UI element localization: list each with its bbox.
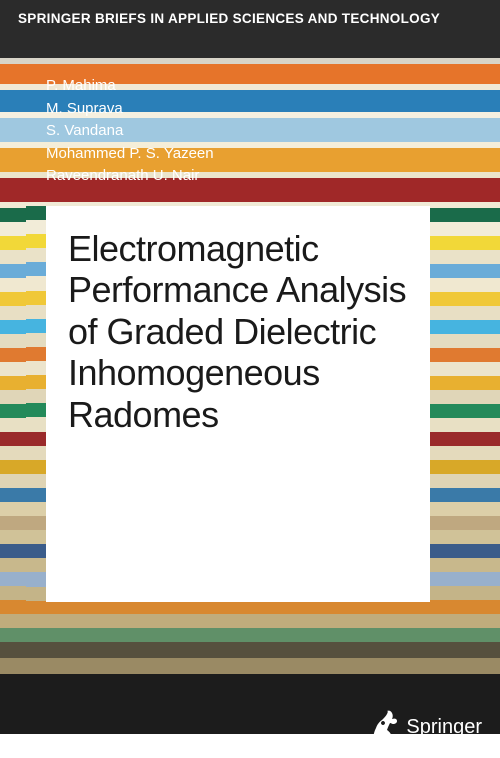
notch (26, 276, 46, 290)
notch (26, 530, 46, 544)
title-box-left-notches (26, 206, 46, 601)
author-name: Mohammed P. S. Yazeen (46, 143, 214, 166)
book-cover: SPRINGER BRIEFS IN APPLIED SCIENCES AND … (0, 0, 500, 758)
notch (26, 291, 46, 305)
author-name: S. Vandana (46, 120, 214, 143)
author-name: M. Suprava (46, 98, 214, 121)
notch (26, 587, 46, 601)
stripe (0, 642, 500, 658)
notch (26, 417, 46, 431)
author-list: P. MahimaM. SupravaS. VandanaMohammed P.… (46, 75, 214, 188)
notch (26, 220, 46, 234)
notch (26, 361, 46, 375)
book-title: Electromagnetic Performance Analysis of … (68, 228, 408, 435)
notch (26, 558, 46, 572)
notch (26, 305, 46, 319)
author-name: Raveendranath U. Nair (46, 165, 214, 188)
notch (26, 389, 46, 403)
publisher-block: Springer (368, 710, 482, 744)
notch (26, 347, 46, 361)
notch (26, 446, 46, 460)
notch (26, 375, 46, 389)
notch (26, 432, 46, 446)
notch (26, 572, 46, 586)
stripe (0, 614, 500, 628)
author-name: P. Mahima (46, 75, 214, 98)
notch (26, 488, 46, 502)
publisher-name: Springer (406, 716, 482, 739)
notch (26, 234, 46, 248)
notch (26, 319, 46, 333)
notch (26, 460, 46, 474)
stripe (0, 600, 500, 614)
springer-horse-icon (368, 710, 398, 744)
series-header: SPRINGER BRIEFS IN APPLIED SCIENCES AND … (0, 0, 500, 58)
notch (26, 516, 46, 530)
notch (26, 262, 46, 276)
notch (26, 206, 46, 220)
notch (26, 474, 46, 488)
notch (26, 403, 46, 417)
notch (26, 544, 46, 558)
stripe (0, 658, 500, 674)
notch (26, 248, 46, 262)
notch (26, 333, 46, 347)
notch (26, 502, 46, 516)
stripe (0, 628, 500, 642)
title-box: Electromagnetic Performance Analysis of … (46, 206, 430, 602)
series-name: SPRINGER BRIEFS IN APPLIED SCIENCES AND … (18, 10, 482, 28)
